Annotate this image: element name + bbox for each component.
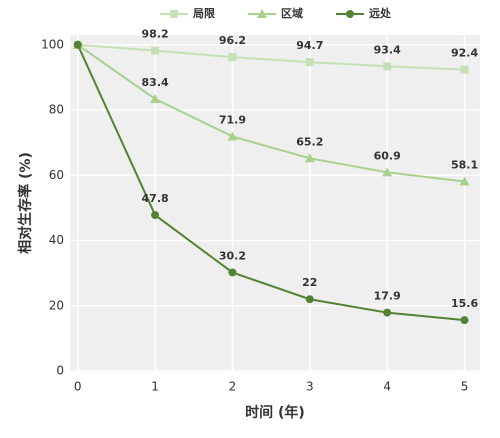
x-tick-label: 1 — [151, 380, 159, 394]
marker — [383, 62, 392, 71]
data-label: 83.4 — [142, 76, 169, 89]
data-label: 93.4 — [374, 43, 401, 56]
marker — [228, 268, 237, 277]
x-tick-label: 4 — [383, 380, 391, 394]
x-tick-label: 2 — [229, 380, 237, 394]
y-tick-label: 100 — [41, 37, 64, 51]
marker — [460, 316, 469, 325]
line — [77, 43, 465, 183]
marker — [304, 153, 315, 163]
y-tick-label: 0 — [56, 364, 64, 378]
data-label: 58.1 — [451, 158, 478, 171]
marker — [257, 9, 267, 18]
y-tick-label: 60 — [49, 168, 64, 182]
marker — [305, 295, 314, 304]
marker — [73, 40, 82, 49]
line — [77, 43, 465, 71]
legend-label: 区域 — [281, 6, 303, 20]
data-label: 71.9 — [219, 113, 246, 126]
data-label: 94.7 — [296, 39, 323, 52]
marker — [305, 58, 314, 67]
data-label: 22 — [302, 276, 317, 289]
x-tick-label: 5 — [461, 380, 469, 394]
marker — [227, 131, 238, 141]
legend-label: 局限 — [192, 6, 215, 20]
marker — [460, 65, 469, 74]
marker — [170, 10, 178, 18]
x-tick-label: 3 — [306, 380, 314, 394]
y-tick-label: 20 — [49, 298, 64, 312]
marker — [151, 211, 160, 220]
marker — [346, 10, 354, 18]
marker — [150, 93, 161, 103]
y-axis-title: 相对生存率 (%) — [17, 152, 34, 254]
marker — [382, 167, 393, 177]
y-tick-label: 40 — [49, 233, 64, 247]
legend-label: 远处 — [369, 6, 392, 20]
y-tick-label: 80 — [49, 103, 64, 117]
marker — [228, 53, 237, 62]
x-axis-title: 时间 (年) — [245, 404, 305, 421]
marker — [459, 176, 470, 186]
data-label: 98.2 — [142, 28, 169, 41]
x-tick-label: 0 — [74, 380, 82, 394]
data-label: 30.2 — [219, 249, 246, 262]
data-label: 60.9 — [374, 149, 401, 162]
data-label: 96.2 — [219, 34, 246, 47]
data-label: 17.9 — [374, 290, 401, 303]
data-label: 92.4 — [451, 47, 478, 60]
data-label: 65.2 — [296, 135, 323, 148]
line — [76, 44, 465, 322]
marker — [151, 46, 160, 55]
data-label: 47.8 — [142, 192, 169, 205]
marker — [383, 308, 392, 317]
data-label: 15.6 — [451, 297, 478, 310]
plot-area — [70, 35, 480, 371]
